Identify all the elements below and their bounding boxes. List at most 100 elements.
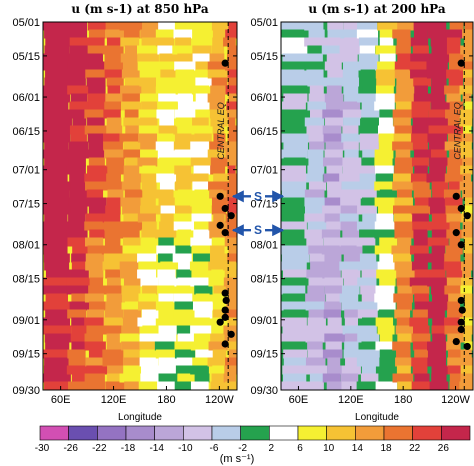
heatmap-cell bbox=[306, 53, 323, 63]
heatmap-cell bbox=[85, 237, 104, 247]
heatmap-cell bbox=[103, 253, 123, 263]
x-tick-label: 60E bbox=[289, 394, 309, 406]
heatmap-cell bbox=[137, 61, 161, 71]
heatmap-cell bbox=[462, 29, 473, 39]
heatmap-cell bbox=[85, 261, 104, 271]
heatmap-cell bbox=[432, 293, 449, 303]
heatmap-cell bbox=[281, 45, 311, 55]
heatmap-cell bbox=[213, 213, 225, 223]
heatmap-cell bbox=[138, 125, 160, 135]
heatmap-cell bbox=[174, 205, 195, 215]
heatmap-cell bbox=[191, 213, 212, 223]
heatmap-cell bbox=[212, 349, 227, 359]
heatmap-cell bbox=[194, 373, 210, 383]
heatmap-cell bbox=[309, 141, 325, 151]
heatmap-cell bbox=[322, 349, 343, 359]
heatmap-cell bbox=[307, 349, 326, 359]
heatmap-cell bbox=[158, 197, 176, 207]
heatmap-cell bbox=[84, 221, 108, 231]
heatmap-cell bbox=[224, 365, 237, 375]
heatmap-cell bbox=[463, 77, 473, 87]
heatmap-cell bbox=[392, 181, 414, 191]
heatmap-cell bbox=[123, 173, 144, 183]
heatmap-cell bbox=[282, 325, 307, 335]
heatmap-cell bbox=[66, 277, 91, 287]
event-marker bbox=[457, 325, 465, 334]
colorbar-tick-label: -6 bbox=[210, 443, 219, 454]
heatmap-cell bbox=[395, 101, 413, 111]
heatmap-cell bbox=[395, 357, 413, 367]
heatmap-cell bbox=[177, 373, 195, 383]
heatmap-cell bbox=[71, 261, 87, 271]
heatmap-cell bbox=[461, 277, 473, 287]
heatmap-cell bbox=[44, 213, 68, 223]
heatmap-cell bbox=[122, 357, 144, 367]
heatmap-cell bbox=[155, 37, 175, 47]
heatmap-cell bbox=[326, 221, 346, 231]
heatmap-cell bbox=[460, 349, 472, 359]
heatmap-cell bbox=[281, 381, 311, 390]
heatmap-cell bbox=[325, 341, 342, 351]
heatmap-cell bbox=[397, 333, 413, 343]
heatmap-cell bbox=[304, 117, 325, 127]
heatmap-cell bbox=[123, 277, 143, 287]
heatmap-cell bbox=[427, 277, 448, 287]
heatmap-cell bbox=[210, 157, 230, 167]
heatmap-cell bbox=[393, 213, 414, 223]
heatmap-cell bbox=[66, 229, 88, 239]
heatmap-cell bbox=[306, 69, 324, 79]
heatmap-cell bbox=[321, 45, 341, 55]
heatmap-cell bbox=[194, 189, 211, 199]
heatmap-cell bbox=[173, 309, 197, 319]
heatmap-cell bbox=[281, 301, 309, 311]
heatmap-cell bbox=[308, 77, 328, 87]
heatmap-cell bbox=[190, 381, 209, 390]
heatmap-cell bbox=[324, 149, 343, 159]
y-tick-label: 06/15 bbox=[250, 126, 278, 138]
heatmap-cell bbox=[411, 157, 429, 167]
heatmap-cell bbox=[412, 365, 428, 375]
panel-title-850: u (m s-1) at 850 hPa bbox=[71, 2, 209, 16]
heatmap-cell bbox=[119, 333, 139, 343]
heatmap-cell bbox=[158, 277, 180, 287]
heatmap-cell bbox=[429, 381, 449, 390]
heatmap-cell bbox=[207, 357, 229, 367]
heatmap-cell bbox=[376, 269, 399, 279]
heatmap-cell bbox=[413, 237, 431, 247]
heatmap-cell bbox=[208, 261, 227, 271]
heatmap-cell bbox=[323, 133, 346, 143]
heatmap-cell bbox=[342, 109, 363, 119]
heatmap-cell bbox=[227, 133, 237, 143]
heatmap-cell bbox=[449, 101, 464, 111]
heatmap-cell bbox=[339, 173, 362, 183]
heatmap-cell bbox=[377, 125, 395, 135]
heatmap-cell bbox=[343, 85, 359, 95]
heatmap-cell bbox=[463, 325, 473, 335]
heatmap-cell bbox=[281, 181, 307, 191]
y-tick-label: 07/01 bbox=[12, 165, 40, 177]
heatmap-cell bbox=[192, 117, 209, 127]
heatmap-cell bbox=[174, 181, 192, 191]
heatmap-cell bbox=[228, 125, 237, 135]
heatmap-cell bbox=[414, 197, 433, 207]
heatmap-cell bbox=[174, 109, 196, 119]
colorbar-swatch bbox=[154, 425, 184, 441]
heatmap-cell bbox=[283, 93, 308, 103]
heatmap-cell bbox=[156, 245, 179, 255]
heatmap-cell bbox=[84, 341, 106, 351]
heatmap-cell bbox=[106, 341, 122, 351]
heatmap-cell bbox=[173, 221, 196, 231]
heatmap-cell bbox=[43, 365, 73, 375]
heatmap-cell bbox=[191, 85, 210, 95]
heatmap-cell bbox=[190, 157, 213, 167]
heatmap-cell bbox=[396, 269, 415, 279]
heatmap-cell bbox=[448, 77, 464, 87]
heatmap-cell bbox=[174, 301, 195, 311]
heatmap-cell bbox=[445, 245, 463, 255]
heatmap-cell bbox=[160, 213, 177, 223]
heatmap-cell bbox=[208, 181, 230, 191]
heatmap-cell bbox=[327, 189, 345, 199]
heatmap-cell bbox=[175, 365, 194, 375]
heatmap-cell bbox=[427, 29, 450, 39]
heatmap-cell bbox=[213, 173, 230, 183]
